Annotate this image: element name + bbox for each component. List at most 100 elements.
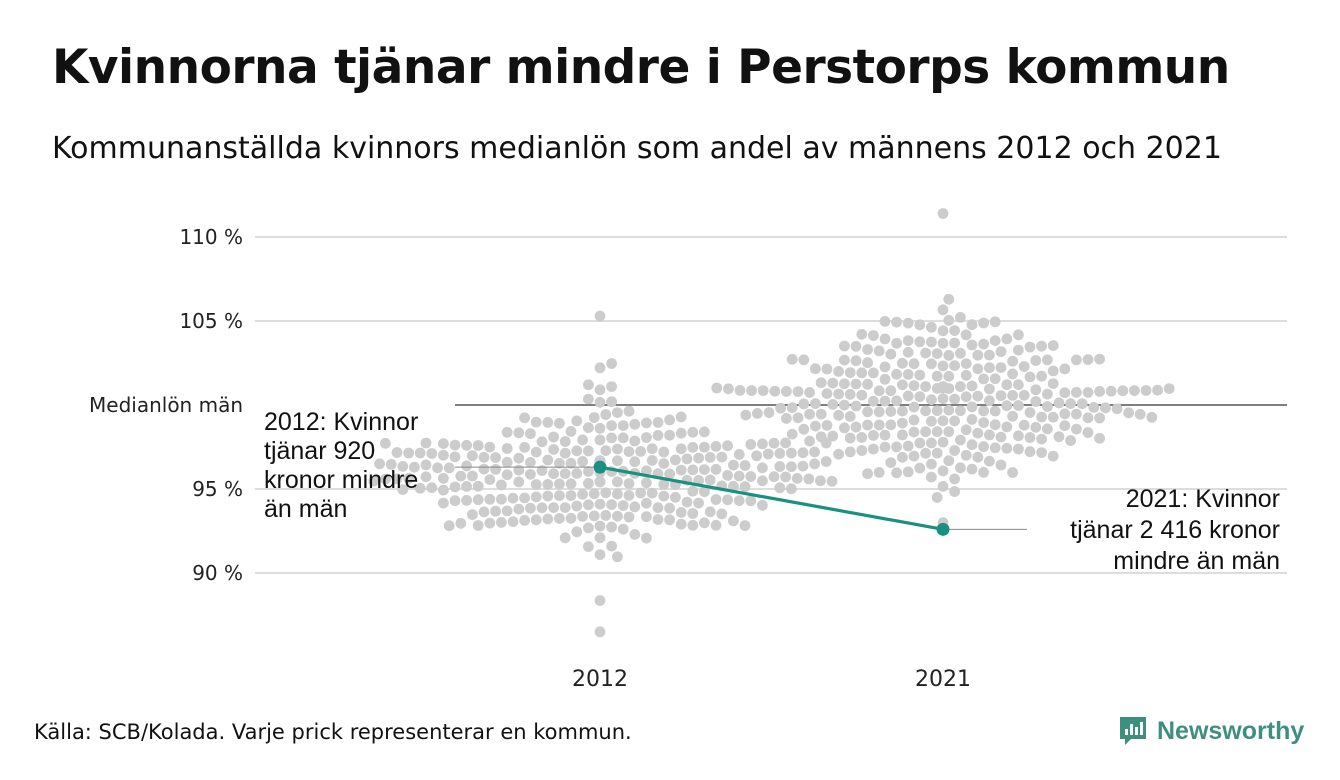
chart-subtitle: Kommunanställda kvinnors medianlön som a… [52,131,1222,166]
municipality-dot [775,402,786,414]
municipality-dot [664,414,675,426]
municipality-dot [844,389,856,400]
municipality-dot [1030,355,1042,366]
municipality-dot [810,420,821,432]
municipality-dot [542,454,554,466]
municipality-dot [897,451,908,463]
municipality-dot [752,408,763,419]
municipality-dot [804,435,815,447]
municipality-dot [908,450,920,462]
municipality-dot [1059,387,1071,399]
municipality-dot [513,476,525,488]
municipality-dot [664,429,675,441]
municipality-dot [635,446,646,457]
municipality-dot [839,399,850,411]
municipality-dot [751,450,762,462]
municipality-dot [438,484,449,496]
municipality-dot [844,367,856,378]
municipality-dot [565,478,577,490]
municipality-dot [757,438,768,450]
municipality-dot [1036,340,1047,352]
municipality-dot [594,626,606,638]
municipality-dot [594,310,606,322]
municipality-dot [908,380,920,391]
municipality-dot [391,473,403,485]
municipality-dot [1013,443,1024,455]
municipality-dot [374,458,385,470]
municipality-dot [844,411,856,422]
municipality-dot [902,346,914,358]
municipality-dot [786,402,798,413]
x-tick-label-2012: 2012 [572,667,628,692]
municipality-dot [1036,370,1047,382]
municipality-dot [658,490,670,502]
municipality-dot [467,470,478,482]
municipality-dot [914,462,926,474]
municipality-dot [786,483,797,495]
municipality-dot [711,382,723,394]
municipality-dot [507,492,519,504]
municipality-dot [1100,402,1111,414]
municipality-dot [984,429,995,441]
municipality-dot [833,409,844,421]
municipality-dot [693,452,704,464]
municipality-dot [897,405,908,417]
municipality-dot [1047,411,1059,423]
municipality-dot [583,466,594,477]
municipality-dot [937,325,949,337]
municipality-dot [960,449,972,461]
municipality-dot [792,412,804,424]
highlight-point-2012 [593,460,607,474]
municipality-dot [733,495,745,506]
x-tick-label-2021: 2021 [915,667,971,692]
municipality-dot [461,481,472,492]
municipality-dot [873,345,885,357]
municipality-dot [513,452,525,464]
municipality-dot [960,369,972,381]
municipality-dot [594,434,606,446]
municipality-dot [710,519,722,531]
municipality-dot [839,354,850,366]
municipality-dot [525,468,536,480]
municipality-dot [926,394,937,406]
municipality-dot [815,408,827,420]
municipality-dot [810,398,821,409]
municipality-dot [897,429,908,441]
municipality-dot [821,420,833,431]
municipality-dot [449,481,461,493]
municipality-dot [960,358,972,369]
municipality-dot [926,358,937,370]
municipality-dot [530,514,542,526]
municipality-dot [461,439,472,451]
source-note: Källa: SCB/Kolada. Varje prick represent… [34,720,632,744]
municipality-dot [617,500,629,511]
municipality-dot [920,405,931,417]
municipality-dot [687,426,699,438]
annotation-line: 2021: Kvinnor [1126,485,1280,513]
municipality-dot [786,353,798,365]
municipality-dot [839,422,850,434]
municipality-dot [623,405,635,417]
municipality-dot [966,439,978,451]
municipality-dot [833,448,844,460]
municipality-dot [908,401,920,413]
municipality-dot [1001,400,1013,412]
municipality-dot [902,317,914,329]
municipality-dot [995,431,1007,443]
municipality-dot [757,462,768,474]
municipality-dot [908,414,920,426]
municipality-dot [763,407,775,418]
municipality-dot [548,468,559,480]
municipality-dot [949,486,960,497]
municipality-dot [577,456,588,467]
municipality-dot [804,408,815,420]
municipality-dot [885,457,897,468]
municipality-dot [943,404,955,416]
municipality-dot [1094,432,1105,444]
municipality-dot [862,406,873,418]
municipality-dot [908,426,920,438]
municipality-dot [1053,431,1065,443]
municipality-dot [1047,450,1059,462]
municipality-dot [943,350,955,361]
municipality-dot [739,520,751,531]
